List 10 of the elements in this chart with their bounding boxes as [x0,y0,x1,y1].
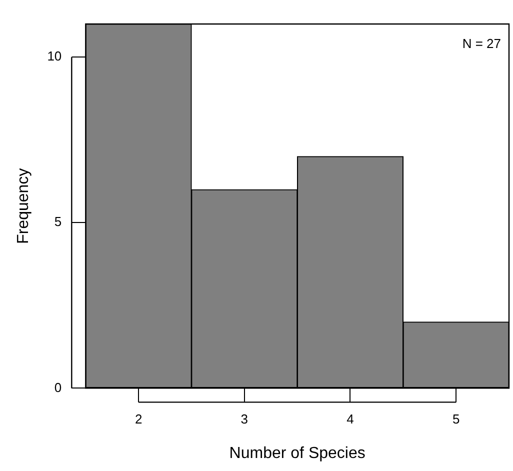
x-tick-label: 3 [240,412,248,427]
y-tick-label: 5 [54,214,62,230]
x-tick-label: 4 [346,412,354,427]
y-tick-label: 0 [54,380,62,395]
x-tick-label: 5 [452,412,460,427]
annotation: N = 27 [462,36,501,52]
y-tick-label: 10 [47,48,62,64]
y-axis-title: Frequency [15,168,32,244]
x-tick-label: 2 [134,412,142,427]
x-axis-title: Number of Species [229,444,366,462]
